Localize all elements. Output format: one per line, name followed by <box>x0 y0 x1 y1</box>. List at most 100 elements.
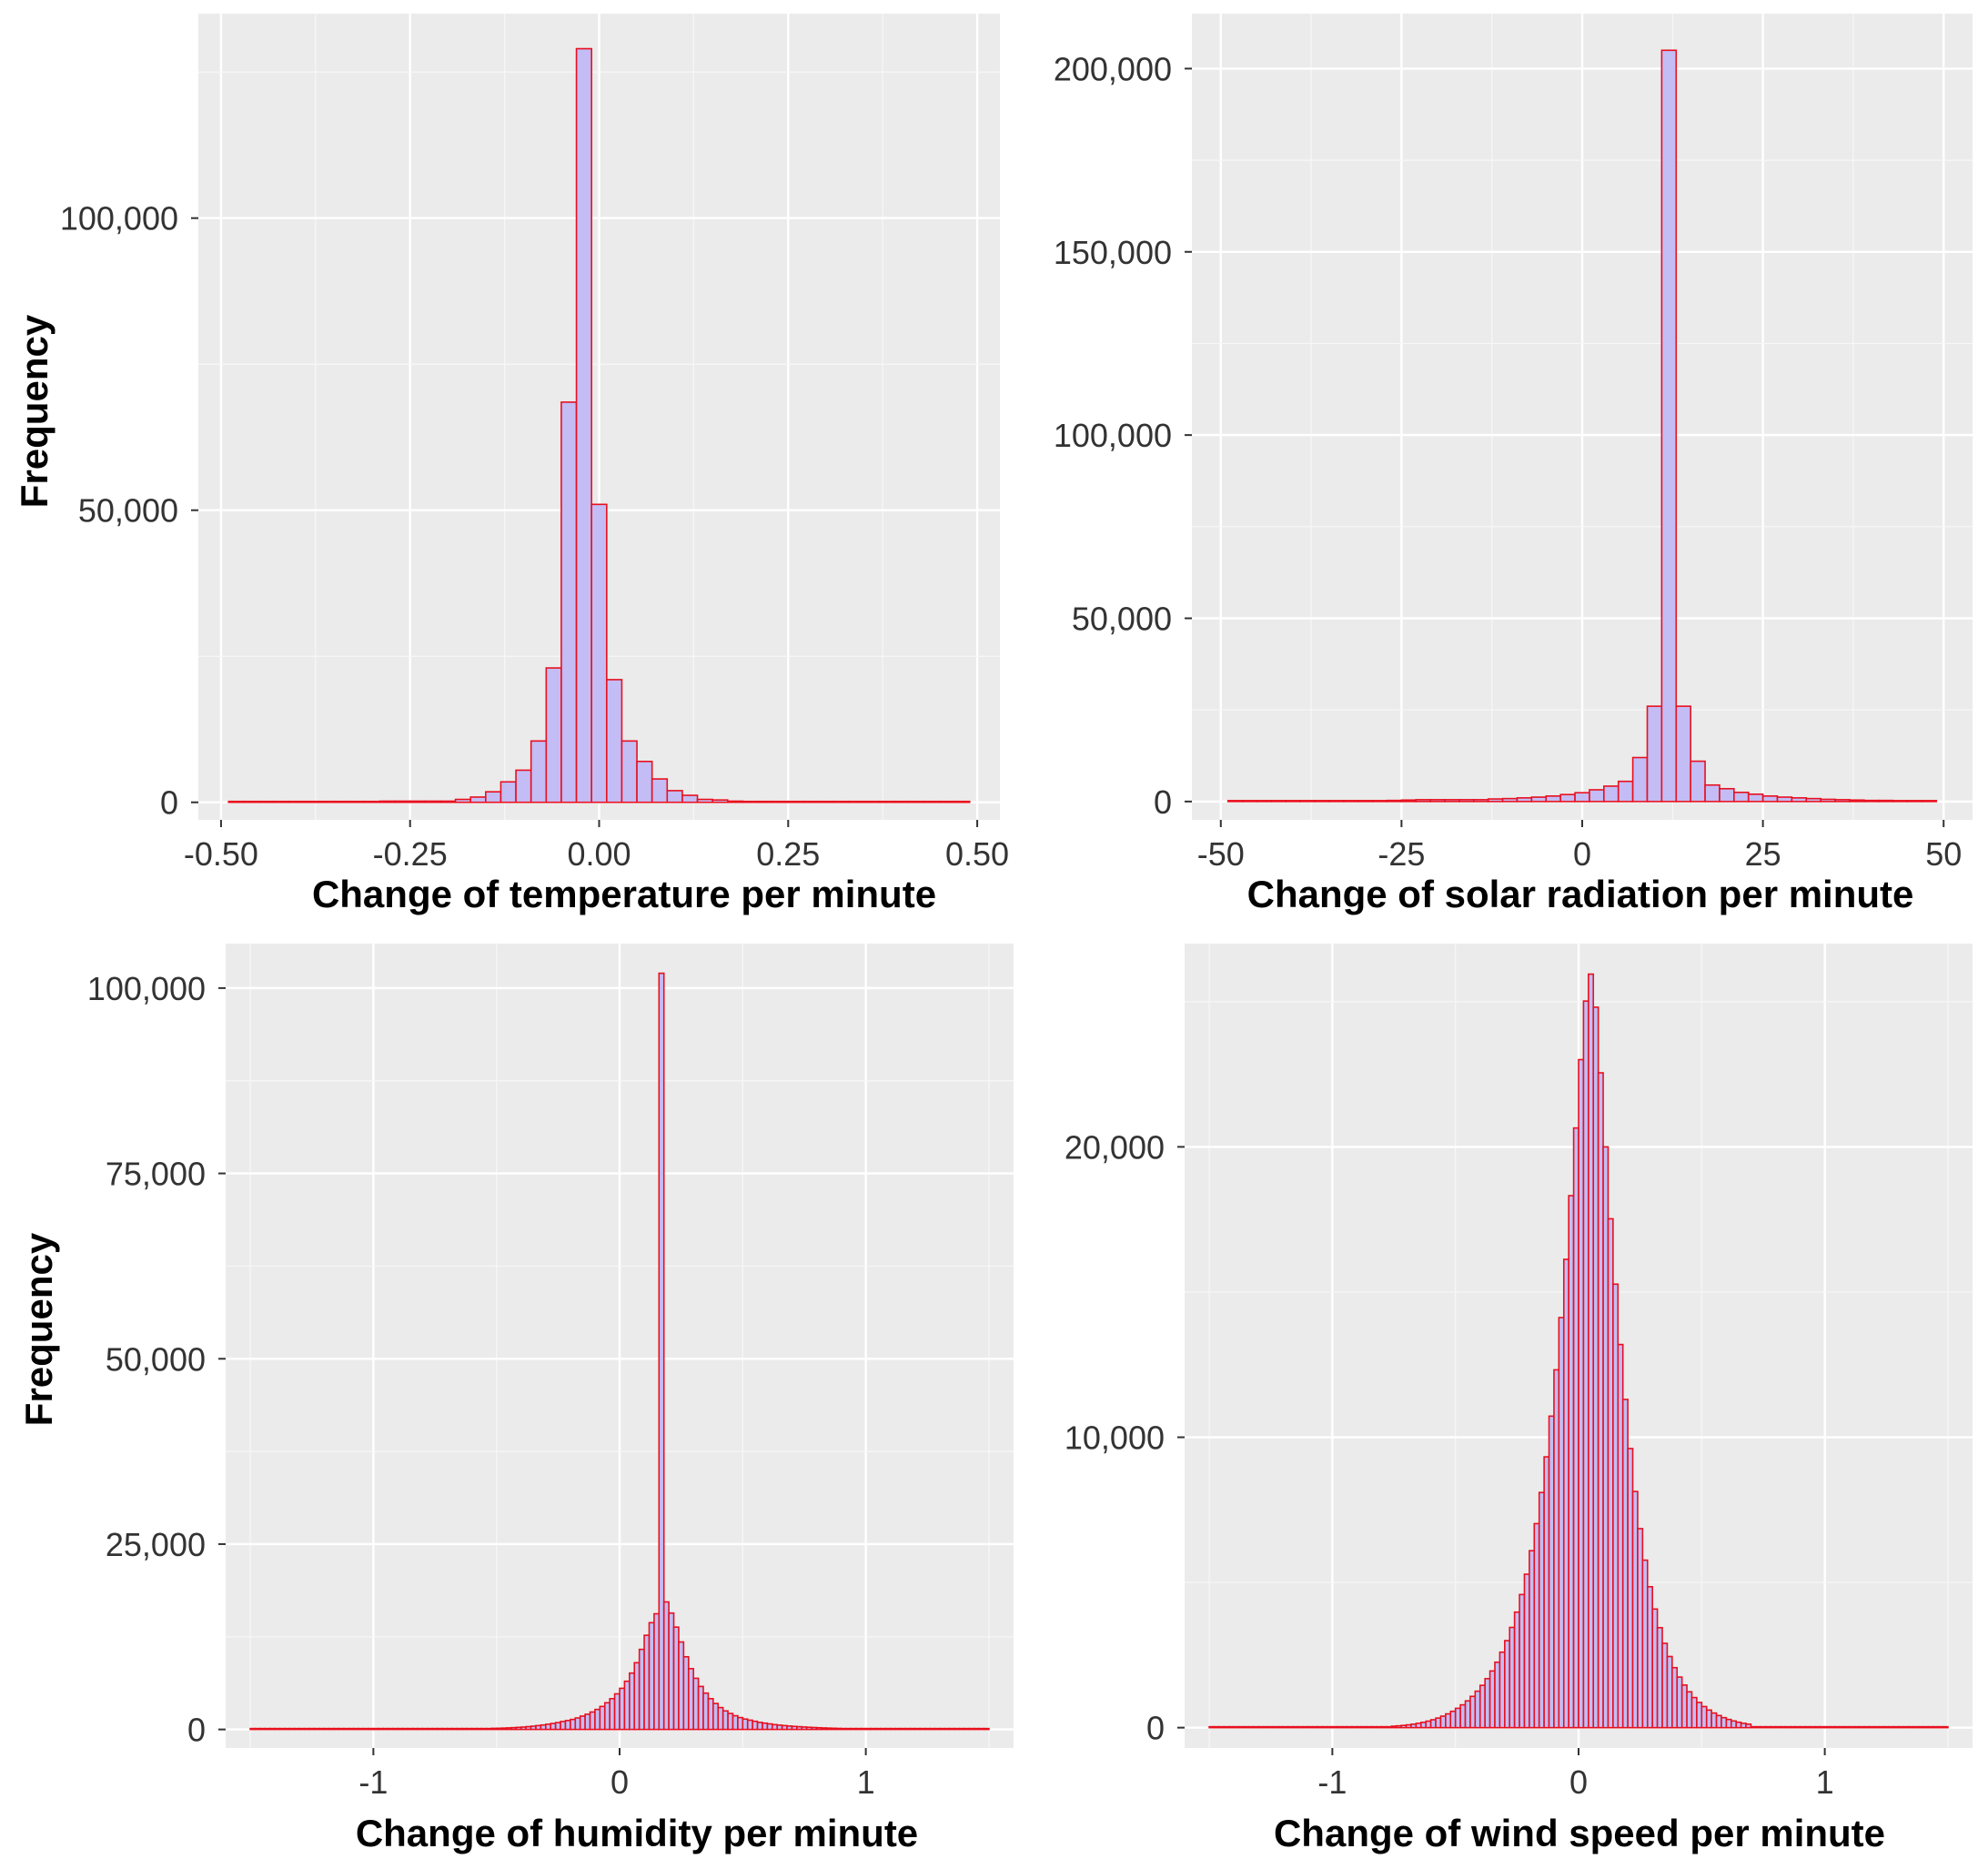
histogram-bar <box>621 740 638 803</box>
histogram-bar <box>692 1677 700 1731</box>
x-tick-label: -50 <box>1197 835 1245 873</box>
histogram-bar <box>1513 1611 1520 1729</box>
histogram-bar <box>746 1719 753 1731</box>
y-tick-label: 200,000 <box>1054 50 1172 87</box>
histogram-bar <box>333 1727 340 1731</box>
histogram-bar <box>313 1727 320 1731</box>
histogram-bar <box>476 1727 483 1731</box>
x-tick-label: 0.00 <box>567 835 631 873</box>
histogram-bar <box>771 1723 778 1731</box>
histogram-bar <box>1410 1723 1418 1729</box>
histogram-bar <box>696 798 713 803</box>
histogram-bar <box>1488 1670 1496 1729</box>
histogram-bar <box>1882 1725 1890 1729</box>
histogram-bar <box>825 1727 833 1731</box>
histogram-bar <box>1361 1725 1368 1729</box>
x-tick-labels: -1 0 1 <box>358 1763 874 1801</box>
histogram-bar <box>599 1705 606 1731</box>
histogram-bar <box>278 1727 286 1731</box>
histogram-bar <box>1932 1725 1939 1729</box>
histogram-bar <box>742 1718 749 1731</box>
histogram-bar <box>560 1721 567 1731</box>
histogram-bar <box>1247 1725 1255 1729</box>
histogram-bar <box>436 1727 443 1731</box>
x-tick-label: 0 <box>611 1763 629 1801</box>
histogram-bar <box>801 1726 808 1731</box>
y-tick-label: 10,000 <box>1065 1419 1165 1457</box>
histogram-bar <box>1270 800 1287 803</box>
histogram-bar <box>1501 797 1519 803</box>
histogram-bar <box>1646 1586 1653 1729</box>
histogram-bar <box>1386 1725 1393 1729</box>
histogram-bar <box>323 1727 330 1731</box>
histogram-bar <box>1243 1725 1250 1729</box>
histogram-bar <box>1543 1456 1550 1729</box>
histogram-bar <box>1700 1705 1708 1729</box>
histogram-bar <box>1671 1666 1679 1729</box>
histogram-bar <box>535 1724 542 1731</box>
histogram-bar <box>564 1720 571 1731</box>
histogram-bar <box>958 1727 965 1731</box>
histogram-bar <box>333 800 351 803</box>
x-tick-label: -0.50 <box>184 835 258 873</box>
histogram-bar <box>318 800 336 803</box>
histogram-bar <box>1912 1725 1920 1729</box>
histogram-bar <box>1370 1725 1377 1729</box>
histogram-bar <box>1725 1718 1732 1729</box>
histogram-bar <box>1621 1399 1629 1729</box>
histogram-bar <box>1572 1126 1579 1729</box>
histogram-bar <box>1602 1146 1610 1729</box>
histogram-bar <box>757 800 774 803</box>
histogram-bar <box>756 1722 763 1731</box>
histogram-bar <box>520 1726 527 1731</box>
histogram-bar <box>833 800 850 803</box>
histogram-bar <box>678 1641 685 1731</box>
histogram-bar <box>470 1727 478 1731</box>
histogram-bar <box>1425 1720 1432 1729</box>
histogram-bar <box>1494 1661 1501 1729</box>
histogram-bar <box>1617 1343 1624 1729</box>
histogram-bar <box>1285 800 1301 803</box>
histogram-bar <box>1439 1715 1447 1729</box>
histogram-bar <box>1213 1725 1220 1729</box>
histogram-bar <box>1226 800 1244 803</box>
histogram-bar <box>1898 1725 1905 1729</box>
histogram-bar <box>594 1708 601 1731</box>
x-axis-title: Change of wind speed per minute <box>1274 1812 1885 1854</box>
histogram-bar <box>1780 1725 1787 1729</box>
histogram-bar <box>243 800 260 803</box>
histogram-bar <box>1400 799 1418 803</box>
histogram-bar <box>1272 1725 1279 1729</box>
histogram-bar <box>1311 1725 1318 1729</box>
histogram-bar <box>1760 1725 1767 1729</box>
y-axis-title: Frequency <box>13 314 56 508</box>
x-tick-label: 0 <box>1573 835 1591 873</box>
x-tick-label: -25 <box>1377 835 1425 873</box>
histogram-bar <box>545 1723 552 1731</box>
histogram-bar <box>362 1727 369 1731</box>
histogram-bar <box>1696 1702 1703 1729</box>
panel-solar-radiation: 0 50,000 100,000 150,000 200,000 -50 -25… <box>1054 14 1973 915</box>
histogram-bar <box>1548 1415 1555 1729</box>
histogram-bar <box>525 1725 532 1731</box>
histogram-bar <box>1907 1725 1914 1729</box>
histogram-bar <box>1336 1725 1343 1729</box>
histogram-bar <box>1208 1725 1216 1729</box>
histogram-bar <box>298 1727 306 1731</box>
histogram-bar <box>643 1634 651 1731</box>
y-tick-label: 100,000 <box>60 200 178 237</box>
histogram-bar <box>348 800 366 803</box>
histogram-bar <box>1484 1677 1491 1729</box>
histogram-bar <box>394 800 411 803</box>
histogram-bar <box>1804 1725 1811 1729</box>
histogram-bar <box>726 800 744 803</box>
histogram-bar <box>328 1727 335 1731</box>
x-axis-title: Change of humidity per minute <box>356 1812 918 1854</box>
histogram-bar <box>954 800 971 803</box>
histogram-bar <box>421 1727 429 1731</box>
histogram-bar <box>1533 1522 1540 1729</box>
x-tick-label: 50 <box>1925 835 1962 873</box>
histogram-bar <box>1509 1626 1516 1729</box>
histogram-bar <box>854 1727 863 1731</box>
histogram-bar <box>776 1724 783 1731</box>
